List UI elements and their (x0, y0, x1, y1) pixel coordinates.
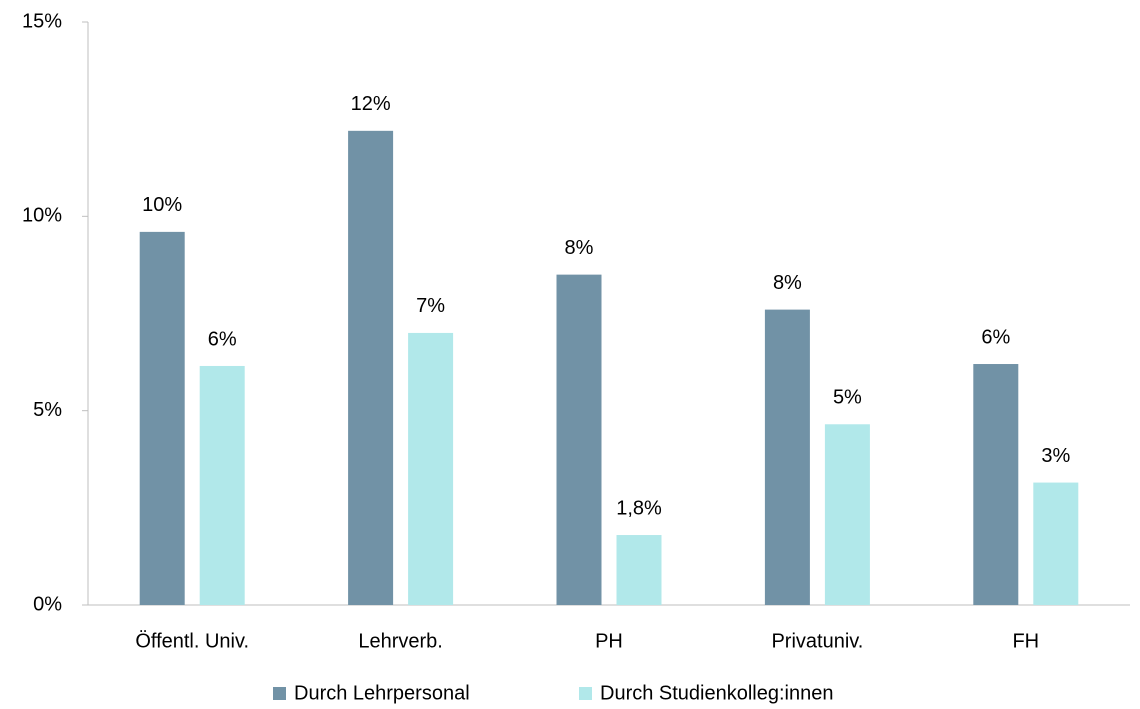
bar (139, 231, 185, 605)
value-label: 8% (773, 272, 802, 294)
value-label: 1,8% (616, 497, 662, 519)
bar (1033, 482, 1079, 605)
x-tick-label: Öffentl. Univ. (135, 630, 249, 652)
bar (348, 130, 394, 605)
x-tick-label: Lehrverb. (358, 630, 443, 652)
y-tick-label: 15% (22, 10, 62, 32)
value-label: 6% (981, 326, 1010, 348)
legend-swatch (579, 687, 592, 700)
y-tick-label: 5% (33, 399, 62, 421)
bar (556, 274, 602, 605)
value-label: 12% (351, 93, 391, 115)
x-tick-label: PH (595, 630, 623, 652)
y-tick-label: 0% (33, 593, 62, 615)
y-tick-label: 10% (22, 205, 62, 227)
legend-label: Durch Lehrpersonal (294, 682, 470, 704)
bar (973, 364, 1019, 605)
value-label: 10% (142, 194, 182, 216)
bar (616, 535, 662, 605)
value-label: 6% (208, 328, 237, 350)
bar (408, 332, 454, 605)
x-tick-label: FH (1012, 630, 1039, 652)
legend-label: Durch Studienkolleg:innen (600, 682, 834, 704)
bar (199, 365, 245, 605)
value-label: 5% (833, 387, 862, 409)
value-label: 7% (416, 295, 445, 317)
bar (824, 424, 870, 605)
bar (764, 309, 810, 605)
x-tick-label: Privatuniv. (771, 630, 863, 652)
value-label: 3% (1041, 445, 1070, 467)
legend-swatch (273, 687, 286, 700)
value-label: 8% (565, 237, 594, 259)
